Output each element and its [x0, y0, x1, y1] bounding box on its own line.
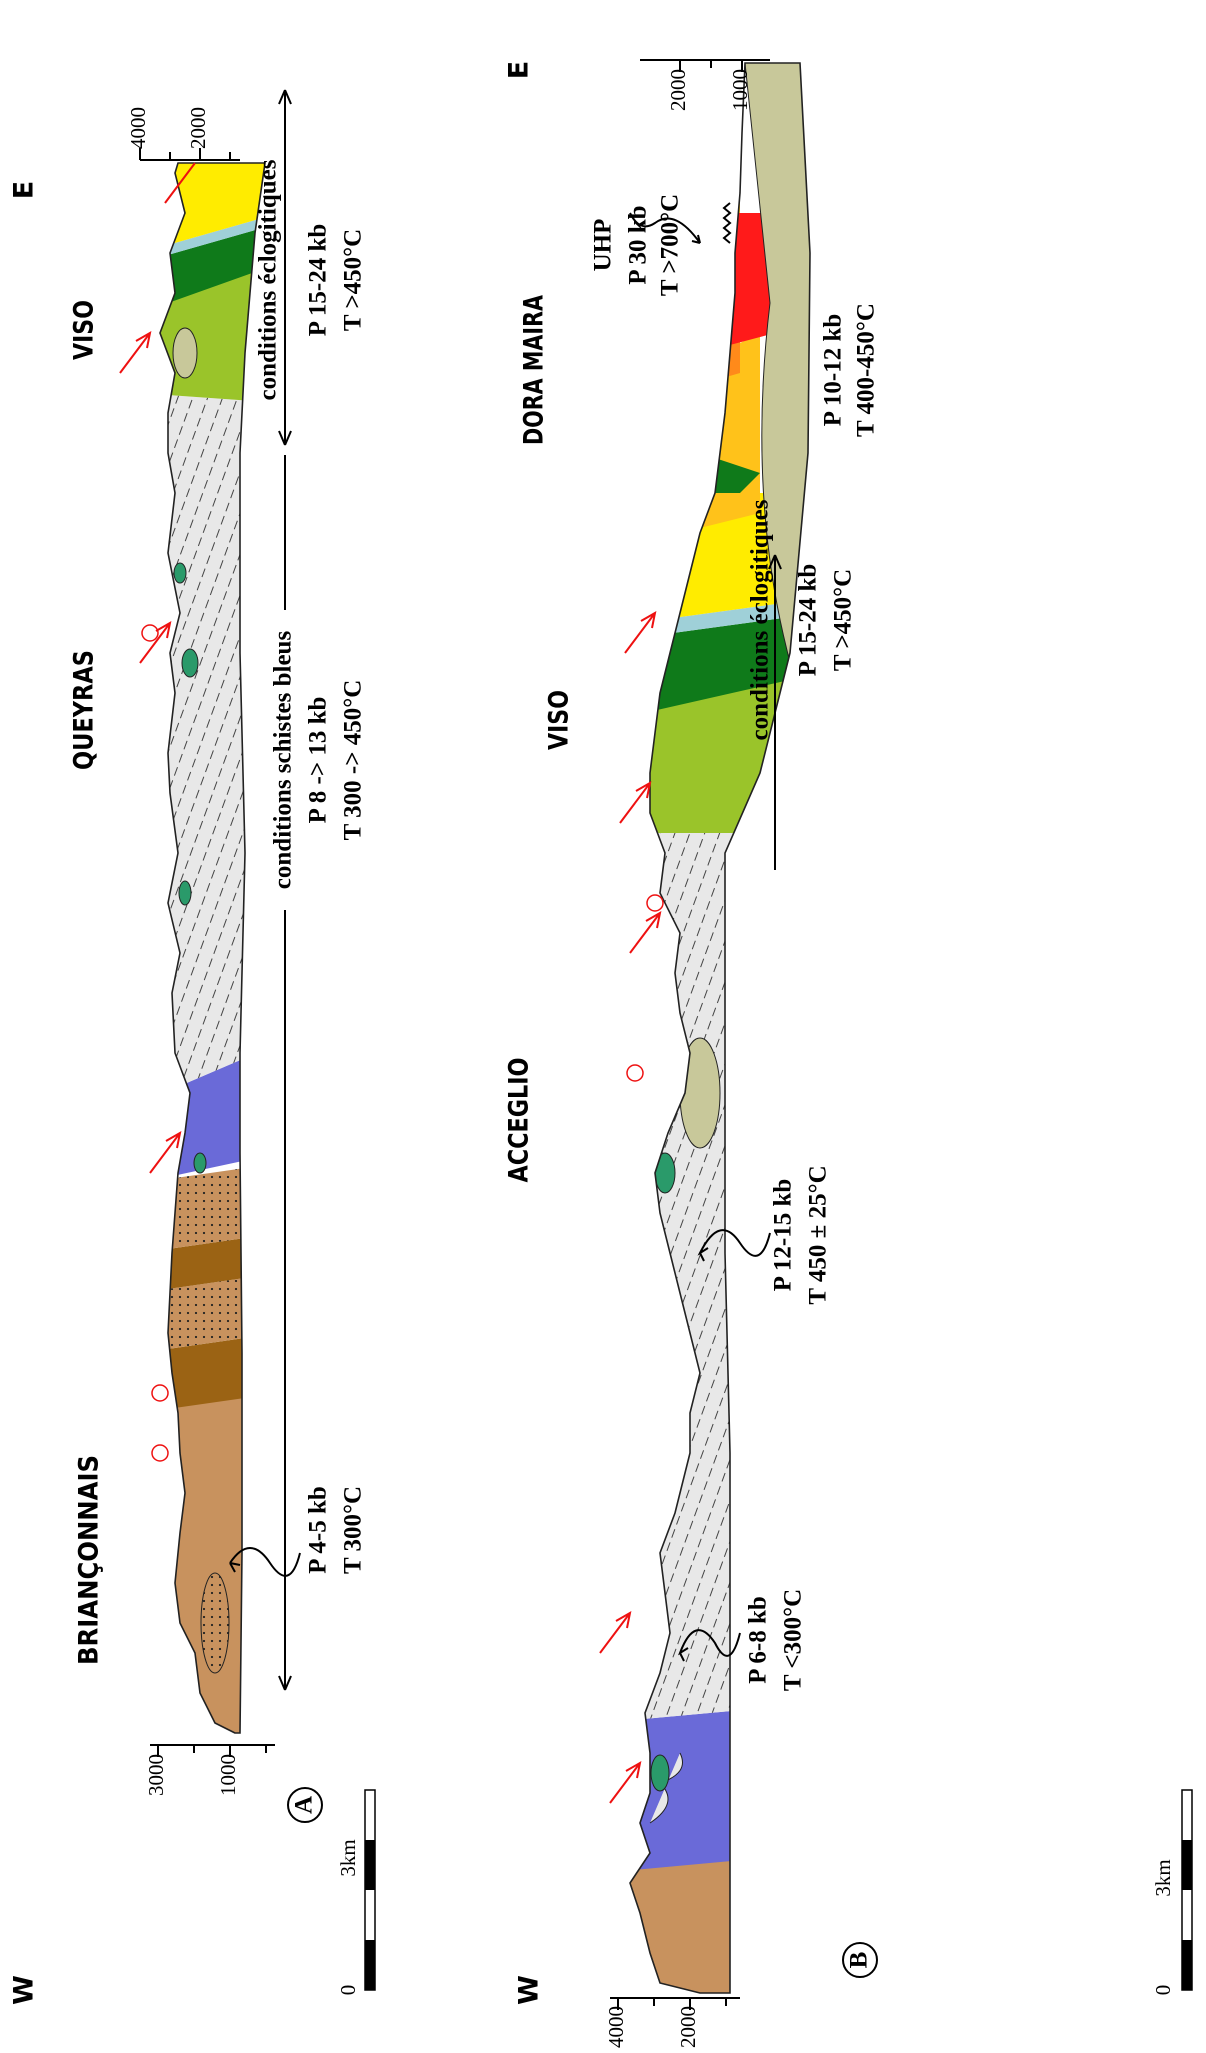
east-label: E — [504, 61, 535, 79]
annotation: T >700°C — [657, 194, 684, 296]
annotation: P 8 -> 13 kb — [305, 697, 332, 824]
annotation: P 6-8 kb — [745, 1596, 772, 1684]
annotation: P 15-24 kb — [795, 564, 822, 677]
annotation: T >450°C — [830, 569, 857, 671]
annotation: T <300°C — [780, 1589, 807, 1691]
annotation: P 12-15 kb — [770, 1179, 797, 1292]
east-label: E — [9, 181, 40, 199]
annotation: P 10-12 kb — [820, 314, 847, 427]
region-label: BRIANÇONNAIS — [74, 1455, 105, 1665]
annotation: T 300 -> 450°C — [340, 680, 367, 841]
region-label: QUEYRAS — [69, 650, 100, 770]
annotation: T >450°C — [340, 229, 367, 331]
axis-label: 3000 — [144, 1754, 168, 1796]
leader-arrows — [229, 212, 771, 1662]
annotation: conditions éclogitiques — [255, 159, 282, 400]
axis-label: 4000 — [604, 2006, 628, 2048]
axis-label: 1000 — [216, 1754, 240, 1796]
section-label: B — [846, 1952, 873, 1969]
region-label: VISO — [544, 690, 575, 750]
axis-label: 4000 — [126, 107, 150, 149]
region-label: VISO — [69, 300, 100, 360]
region-label: DORA MAIRA — [519, 295, 550, 445]
section-b-outline — [629, 62, 811, 1994]
axis-label: 2000 — [186, 107, 210, 149]
annotation: T 450 ± 25°C — [805, 1165, 832, 1304]
axes — [139, 59, 1193, 2010]
west-label: W — [514, 1975, 545, 2005]
annotation: P 30 kb — [625, 205, 652, 284]
scale-label: 3km — [336, 1839, 360, 1876]
annotation: P 4-5 kb — [305, 1486, 332, 1574]
west-label: W — [9, 1975, 40, 2005]
axis-label: 2000 — [676, 2006, 700, 2048]
section-a-outline — [159, 162, 266, 1734]
annotation: conditions schistes bleus — [270, 631, 297, 890]
scale-label: 0 — [1151, 1985, 1175, 1996]
axis-label: 1000 — [728, 69, 752, 111]
section-b-geology — [630, 63, 810, 1993]
axis-label: 2000 — [666, 69, 690, 111]
fault-arrows — [119, 162, 732, 1804]
annotation: T 300°C — [340, 1486, 367, 1574]
annotation: P 15-24 kb — [305, 224, 332, 337]
annotation: T 400-450°C — [853, 303, 880, 437]
range-arrows — [278, 89, 782, 1691]
scale-label: 0 — [336, 1985, 360, 1996]
landscape: W E BRIANÇONNAIS QUEYRAS VISO 3000 1000 … — [9, 59, 1193, 2048]
section-label: A — [291, 1796, 318, 1814]
scale-label: 3km — [1151, 1859, 1175, 1896]
annotation: UHP — [590, 219, 617, 272]
region-label: ACCEGLIO — [504, 1058, 535, 1183]
annotation: conditions éclogitiques — [747, 499, 774, 740]
